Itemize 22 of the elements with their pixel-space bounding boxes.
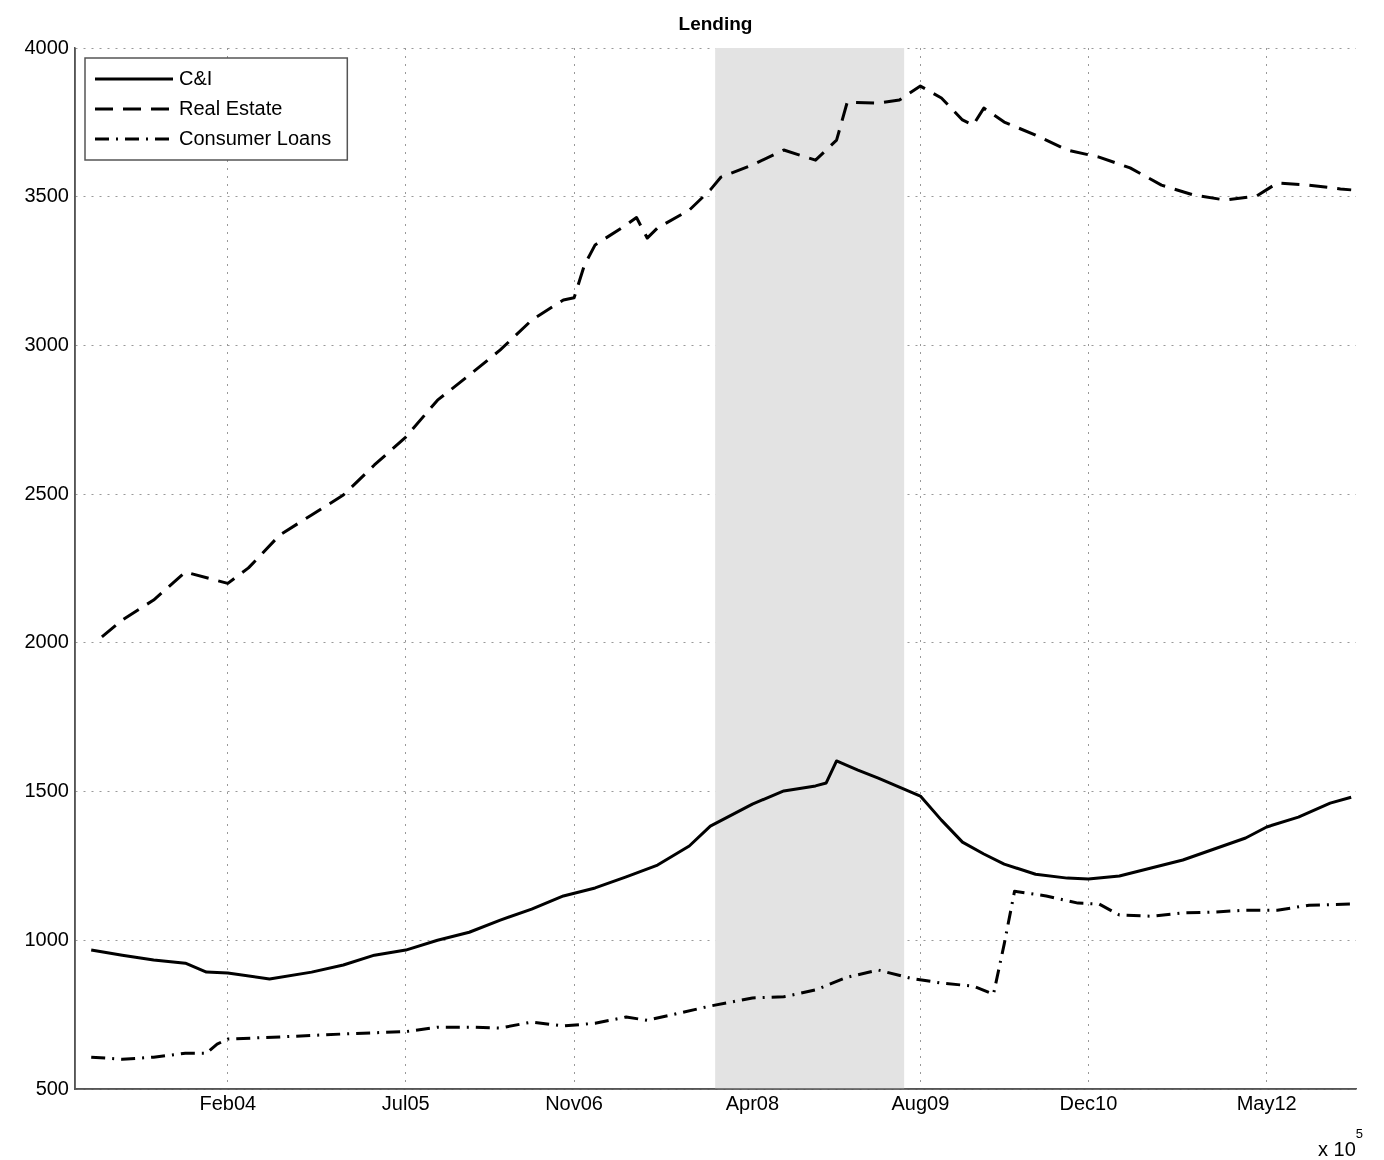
y-tick-label: 1000	[24, 927, 69, 950]
x-tick-label: Dec10	[1059, 1091, 1118, 1114]
line-series	[89, 889, 1353, 1061]
y-tick-label: 3500	[24, 184, 69, 207]
y-tick-label: 2500	[24, 481, 69, 504]
x-tick-label: Apr08	[725, 1091, 780, 1114]
y-tick-label: 2000	[24, 630, 69, 653]
y-tick-label: 500	[35, 1076, 69, 1099]
y-tick-label: 3000	[24, 332, 69, 355]
legend-label: Real Estate	[179, 96, 283, 119]
y-tick-label: 1500	[24, 779, 69, 802]
line-series	[100, 84, 1353, 639]
x-tick-label: Feb04	[199, 1091, 257, 1114]
x-tick-label: May12	[1236, 1091, 1297, 1114]
legend-label: C&I	[179, 66, 213, 89]
x-tick-label: Jul05	[381, 1091, 430, 1114]
text: x 105	[1318, 1126, 1364, 1160]
x-tick-label: Nov06	[545, 1091, 603, 1114]
chart-title: Lending	[678, 12, 753, 34]
legend-label: Consumer Loans	[179, 126, 332, 149]
y-tick-label: 4000	[24, 35, 69, 58]
x-tick-label: Aug09	[891, 1091, 950, 1114]
